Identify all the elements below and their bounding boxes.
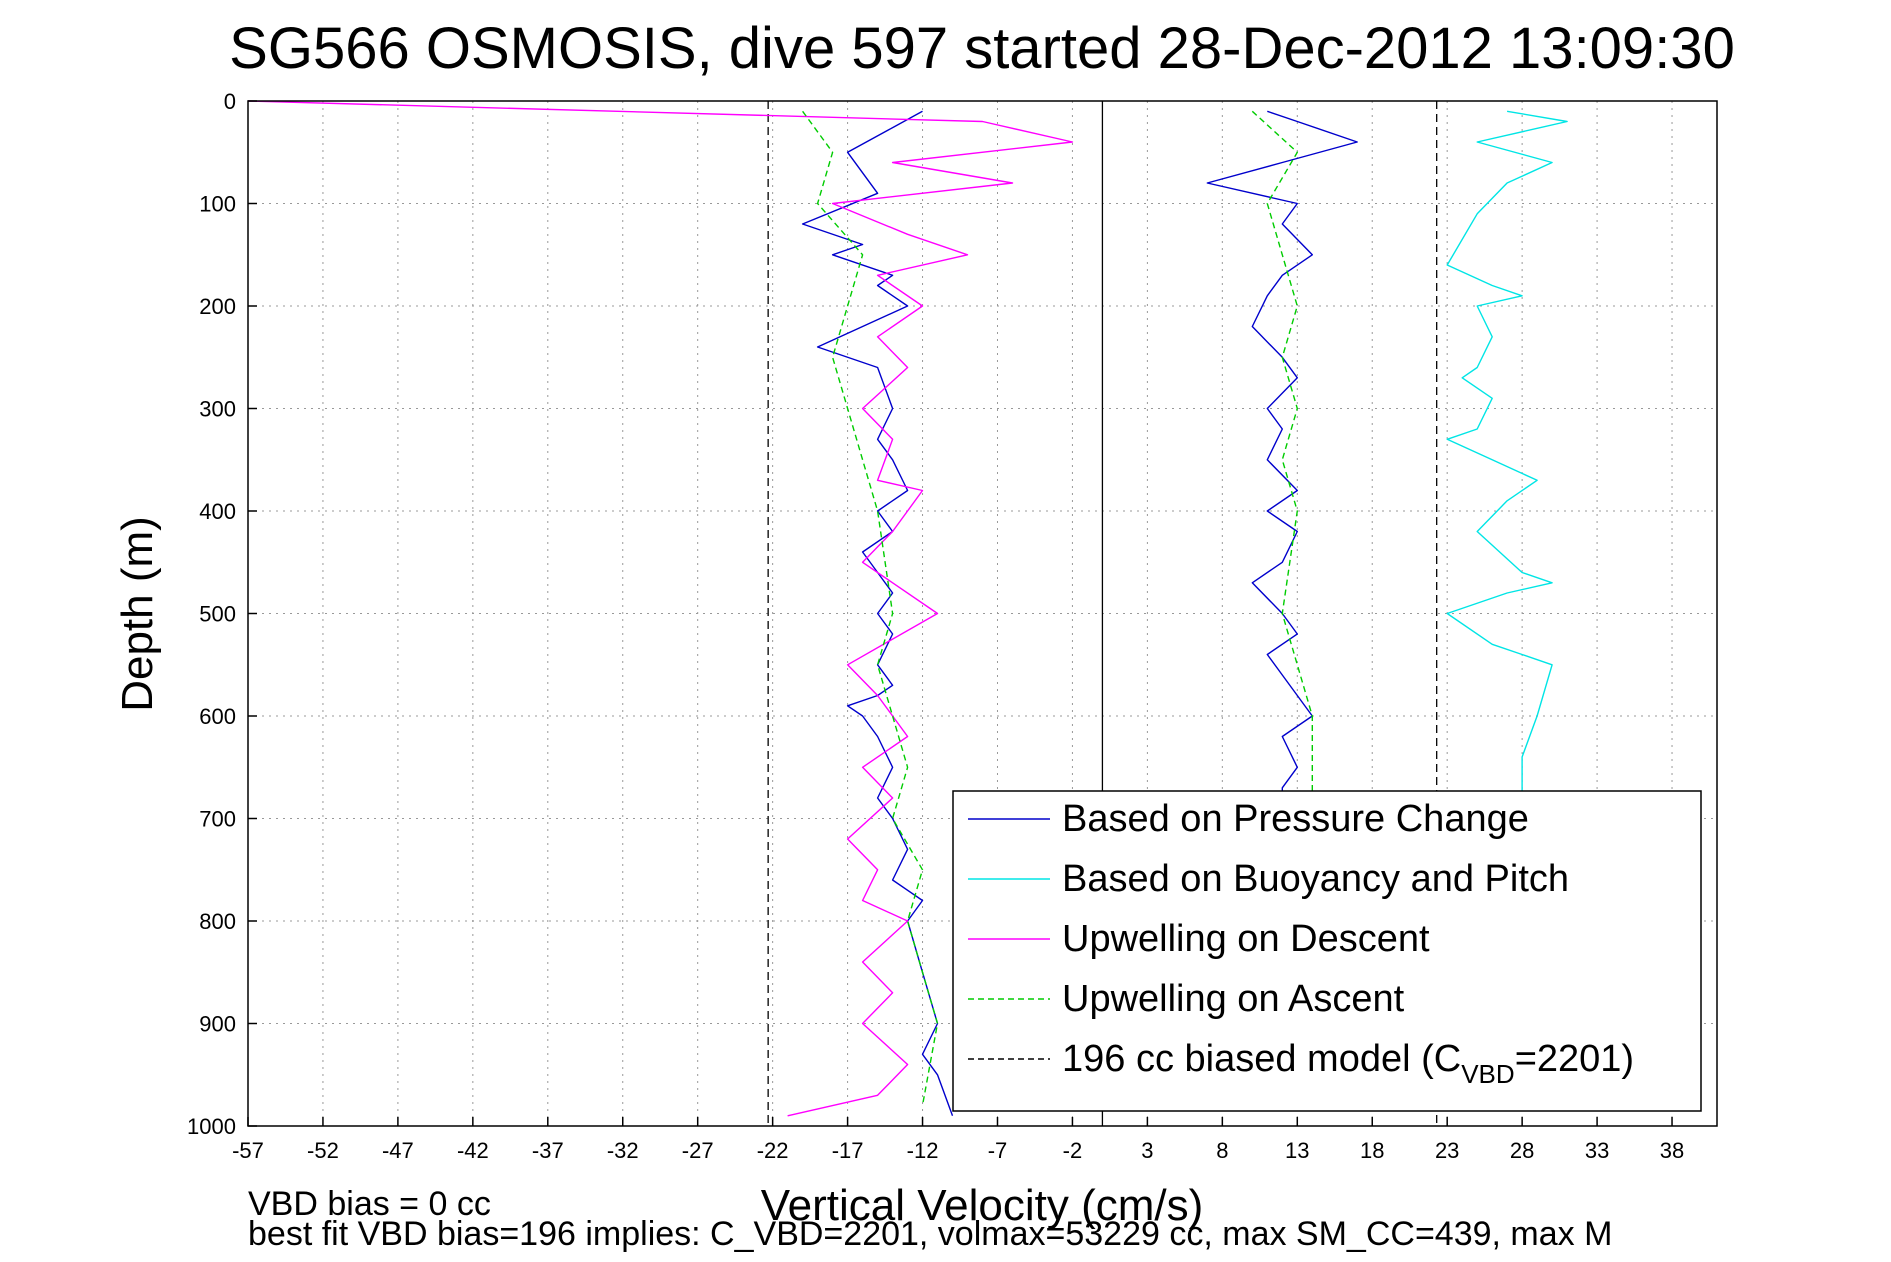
y-tick-label: 1000 — [187, 1114, 236, 1139]
legend-label-model: 196 cc biased model (CVBD=2201) — [1062, 1038, 1634, 1089]
y-tick-label: 400 — [199, 499, 236, 524]
x-tick-label: -12 — [907, 1138, 939, 1163]
x-tick-label: -37 — [532, 1138, 564, 1163]
x-tick-label: 23 — [1435, 1138, 1459, 1163]
legend-label: Based on Buoyancy and Pitch — [1062, 858, 1569, 900]
series-line — [801, 110, 954, 1117]
x-tick-label: 8 — [1216, 1138, 1228, 1163]
y-tick-label: 200 — [199, 294, 236, 319]
x-axis-label: Vertical Velocity (cm/s) — [761, 1181, 1204, 1230]
x-tick-label: -22 — [757, 1138, 789, 1163]
y-tick-label: 500 — [199, 602, 236, 627]
x-tick-label: 33 — [1585, 1138, 1609, 1163]
series-line — [247, 100, 1074, 1117]
series-line — [1251, 110, 1314, 798]
footer-line1: VBD bias = 0 cc — [248, 1185, 491, 1223]
legend-model-sub: VBD — [1461, 1059, 1514, 1089]
x-tick-label: 13 — [1285, 1138, 1309, 1163]
series-line — [802, 110, 939, 1106]
series-line — [1206, 110, 1358, 798]
series-line — [1446, 110, 1568, 798]
y-tick-label: 0 — [224, 89, 236, 114]
legend: Based on Pressure Change Based on Buoyanc… — [952, 790, 1702, 1112]
x-tick-label: -27 — [682, 1138, 714, 1163]
y-tick-label: 100 — [199, 192, 236, 217]
legend-box — [952, 790, 1702, 1112]
legend-label: Based on Pressure Change — [1062, 798, 1529, 840]
y-tick-label: 800 — [199, 909, 236, 934]
chart-title: SG566 OSMOSIS, dive 597 started 28-Dec-2… — [229, 16, 1735, 81]
x-tick-label: -17 — [832, 1138, 864, 1163]
y-tick-label: 300 — [199, 397, 236, 422]
x-tick-label: 28 — [1510, 1138, 1534, 1163]
y-axis-label: Depth (m) — [113, 516, 162, 712]
x-tick-label: -47 — [382, 1138, 414, 1163]
x-tick-label: -57 — [232, 1138, 264, 1163]
axis-ticks: -57 -52 -47 -42 -37 -32 -27 -22 -17 -12 -7 -2 3 8 13 18… — [187, 89, 1684, 1163]
footer-line2: best fit VBD bias=196 implies: C_VBD=220… — [248, 1215, 1612, 1253]
x-tick-label: 18 — [1360, 1138, 1384, 1163]
x-tick-label: -32 — [607, 1138, 639, 1163]
legend-label: Upwelling on Ascent — [1062, 978, 1405, 1020]
legend-label: Upwelling on Descent — [1062, 918, 1430, 960]
x-tick-label: -52 — [307, 1138, 339, 1163]
x-tick-label: -2 — [1063, 1138, 1083, 1163]
x-tick-label: -7 — [988, 1138, 1008, 1163]
legend-model-pre: 196 cc biased model (C — [1062, 1038, 1461, 1080]
x-tick-label: 38 — [1660, 1138, 1684, 1163]
x-tick-label: -42 — [457, 1138, 489, 1163]
y-tick-label: 700 — [199, 807, 236, 832]
y-tick-label: 600 — [199, 704, 236, 729]
y-tick-label: 900 — [199, 1012, 236, 1037]
legend-model-post: =2201) — [1515, 1038, 1634, 1080]
series-layer — [247, 100, 1568, 1126]
x-tick-label: 3 — [1141, 1138, 1153, 1163]
